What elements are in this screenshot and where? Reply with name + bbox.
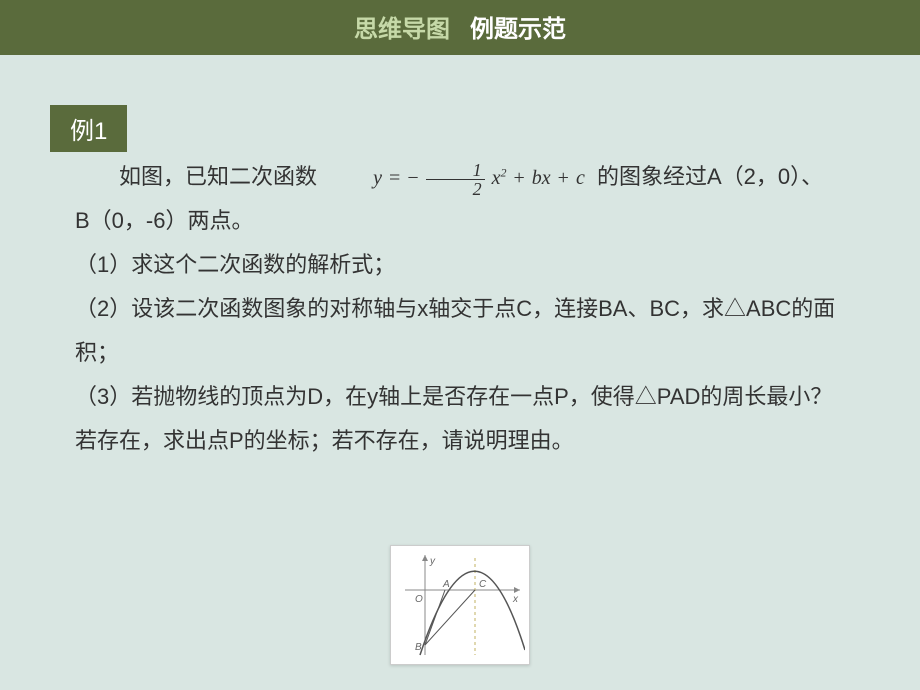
label-y: y [429, 556, 436, 567]
parabola-curve [420, 571, 525, 655]
formula-exp: 2 [500, 166, 506, 180]
problem-line2: B（0，-6）两点。 [75, 199, 845, 243]
quadratic-formula: y = − 1 2 x2 + bx + c [329, 158, 585, 198]
line-BA [425, 590, 445, 645]
intro-before: 如图，已知二次函数 [119, 164, 317, 189]
formula-eq: = [389, 167, 400, 189]
y-arrow [422, 555, 428, 561]
formula-bx: bx [532, 167, 551, 189]
formula-plus1: + [513, 167, 524, 189]
formula-y: y [373, 167, 382, 189]
formula-frac: 1 2 [426, 161, 485, 198]
slide: 思维导图 例题示范 例1 如图，已知二次函数 y = − 1 2 x2 + bx… [0, 0, 920, 690]
problem-intro: 如图，已知二次函数 y = − 1 2 x2 + bx + c 的图象经过A（2… [75, 155, 845, 199]
intro-after: 的图象经过A（2，0）、 [597, 164, 823, 189]
formula-neg: − [407, 167, 418, 189]
problem-content: 如图，已知二次函数 y = − 1 2 x2 + bx + c 的图象经过A（2… [75, 155, 845, 463]
header-left: 思维导图 [354, 9, 450, 44]
example-label: 例1 [50, 105, 127, 152]
label-C: C [479, 579, 487, 590]
line-BC [425, 590, 475, 645]
formula-c: c [576, 167, 585, 189]
problem-q3: （3）若抛物线的顶点为D，在y轴上是否存在一点P，使得△PAD的周长最小？若存在… [75, 375, 845, 463]
slide-header: 思维导图 例题示范 [0, 0, 920, 55]
problem-figure: y x O A C B [390, 545, 530, 665]
figure-svg: y x O A C B [395, 550, 525, 660]
label-O: O [415, 594, 423, 605]
label-x: x [512, 594, 519, 605]
problem-q1: （1）求这个二次函数的解析式； [75, 243, 845, 287]
frac-num: 1 [426, 161, 485, 180]
formula-plus2: + [558, 167, 569, 189]
label-A: A [442, 579, 450, 590]
problem-q2: （2）设该二次函数图象的对称轴与x轴交于点C，连接BA、BC，求△ABC的面积； [75, 287, 845, 375]
header-right: 例题示范 [470, 9, 566, 44]
x-arrow [514, 587, 520, 593]
label-B: B [415, 642, 422, 653]
frac-den: 2 [426, 180, 485, 198]
